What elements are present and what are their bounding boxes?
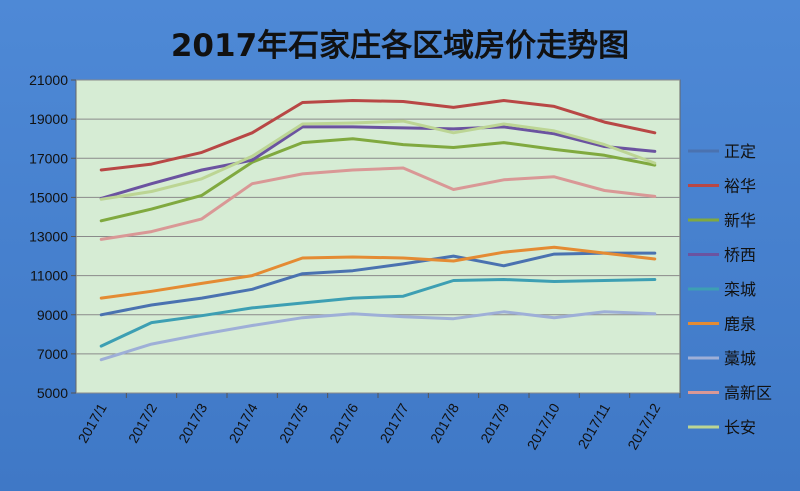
legend-label: 藁城 [724, 349, 756, 368]
legend-item: 藁城 [688, 349, 756, 368]
legend-item: 正定 [688, 142, 756, 161]
legend-item: 鹿泉 [688, 315, 756, 334]
x-axis: 2017/1 2017/2 2017/3 2017/4 2017/5 2017/6 2017… [74, 393, 681, 452]
x-tick-label: 2017/7 [376, 400, 411, 445]
y-tick-label: 5000 [37, 385, 68, 401]
legend-item: 栾城 [688, 280, 756, 299]
legend-label: 裕华 [724, 177, 756, 196]
series-line-1 [99, 99, 657, 172]
series-line-8 [99, 119, 657, 201]
x-tick-label: 2017/5 [276, 400, 311, 445]
y-tick-label: 17000 [29, 150, 68, 166]
x-tick-label: 2017/3 [175, 400, 210, 445]
series-line-0 [99, 251, 657, 317]
legend-label: 新华 [724, 211, 756, 230]
x-tick-label: 2017/11 [574, 400, 613, 451]
legend-label: 正定 [724, 142, 756, 161]
y-tick-label: 9000 [37, 307, 68, 323]
legend-label: 高新区 [724, 384, 772, 403]
x-tick-label: 2017/1 [74, 400, 109, 445]
legend-item: 新华 [688, 211, 756, 230]
series-line-3 [99, 125, 657, 200]
x-tick-label: 2017/8 [427, 400, 462, 445]
x-tick-label: 2017/2 [125, 400, 160, 445]
y-tick-label: 19000 [29, 111, 68, 127]
series-line-4 [99, 278, 657, 348]
y-tick-label: 21000 [29, 72, 68, 88]
legend-item: 裕华 [688, 177, 756, 196]
y-tick-label: 13000 [29, 229, 68, 245]
y-tick-label: 11000 [30, 268, 68, 284]
legend-label: 长安 [724, 418, 756, 437]
x-tick-label: 2017/6 [326, 400, 361, 445]
y-tick-label: 7000 [37, 346, 68, 362]
legend-item: 高新区 [688, 384, 772, 403]
series-line-2 [99, 137, 657, 223]
y-axis: 5000 7000 9000 11000 13000 15000 17000 19000 210… [29, 72, 76, 401]
legend-label: 桥西 [724, 246, 756, 265]
x-tick-label: 2017/10 [524, 400, 563, 452]
series-lines [99, 99, 657, 362]
chart-title: 2017年石家庄各区域房价走势图 [171, 28, 629, 64]
legend-item: 桥西 [688, 246, 756, 265]
series-line-5 [99, 245, 657, 300]
series-line-6 [99, 310, 657, 362]
legend-label: 栾城 [724, 280, 756, 299]
x-tick-label: 2017/4 [225, 400, 260, 445]
x-tick-label: 2017/9 [477, 400, 512, 445]
legend-label: 鹿泉 [724, 315, 756, 334]
series-line-7 [99, 166, 657, 241]
legend-item: 长安 [688, 418, 756, 437]
x-tick-label: 2017/12 [624, 400, 663, 452]
y-tick-label: 15000 [29, 189, 68, 205]
